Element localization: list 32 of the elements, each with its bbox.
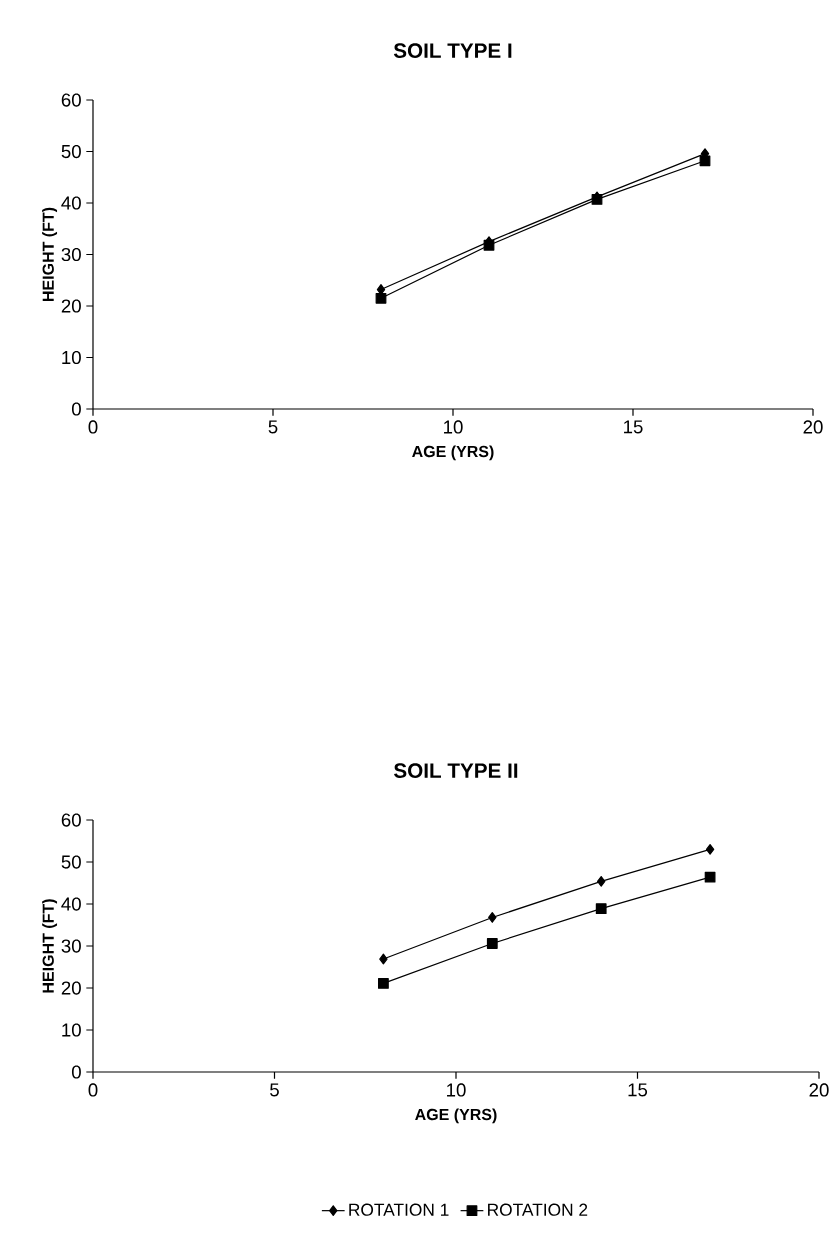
x-tick-label: 20 (809, 1083, 829, 1097)
y-tick-label: 10 (62, 1023, 81, 1037)
y-tick-label: 0 (71, 402, 81, 416)
y-tick-label: 50 (61, 855, 81, 869)
y-tick-label: 50 (61, 144, 81, 159)
y-tick-label: 20 (61, 299, 81, 313)
x-axis-title: AGE (YRS) (412, 445, 494, 461)
x-tick-label: 10 (447, 1083, 466, 1097)
x-tick-label: 5 (268, 420, 278, 434)
x-axis-title: AGE (YRS) (415, 1108, 497, 1124)
y-tick-label: 0 (71, 1065, 81, 1079)
y-tick-label: 10 (62, 350, 81, 365)
legend-label: ROTATION 1 (349, 1203, 449, 1216)
y-tick-label: 60 (61, 813, 81, 827)
x-tick-label: 10 (444, 420, 463, 434)
chart-title: SOIL TYPE I (393, 43, 512, 58)
x-tick-label: 15 (624, 420, 643, 434)
y-tick-label: 30 (61, 939, 81, 953)
chart-title: SOIL TYPE II (394, 763, 518, 778)
x-tick-label: 15 (628, 1083, 648, 1097)
y-tick-label: 40 (61, 897, 81, 911)
x-tick-label: 0 (88, 1083, 98, 1097)
y-axis-title: HEIGHT (FT) (42, 899, 58, 993)
y-tick-label: 40 (61, 196, 81, 210)
y-tick-label: 60 (61, 93, 81, 107)
x-tick-label: 0 (88, 420, 98, 434)
y-tick-label: 30 (61, 247, 81, 262)
legend-label: ROTATION 2 (488, 1203, 588, 1216)
x-tick-label: 20 (803, 420, 823, 434)
y-tick-label: 20 (61, 981, 81, 995)
y-axis-title: HEIGHT (FT) (42, 207, 58, 301)
x-tick-label: 5 (270, 1083, 279, 1097)
